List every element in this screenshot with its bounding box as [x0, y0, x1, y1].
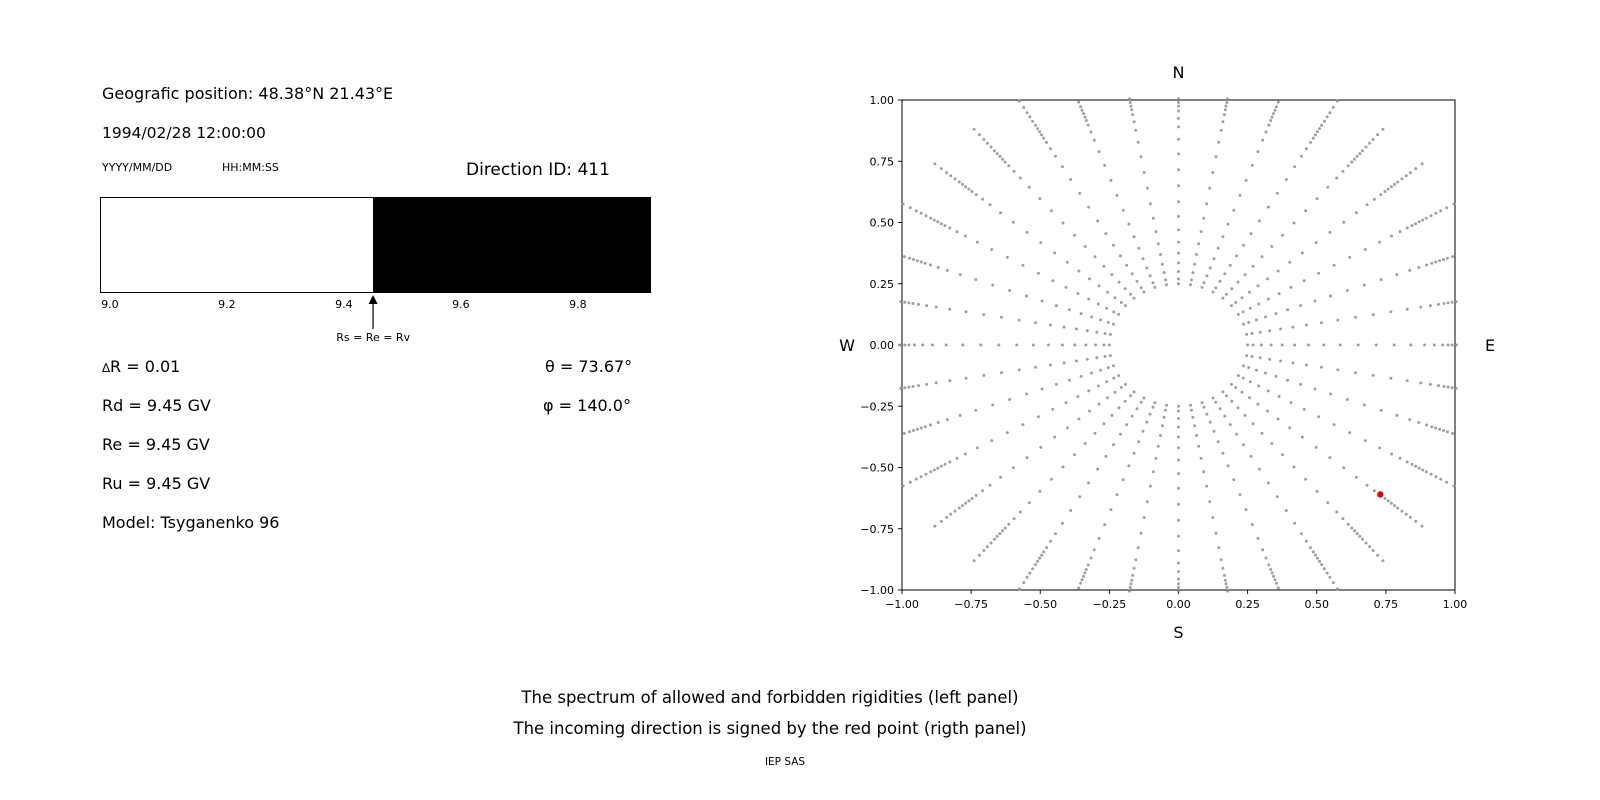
forbidden-region — [373, 197, 651, 293]
rigidity-spectrum-bar — [100, 197, 651, 293]
x-tick-label: 0.00 — [1166, 598, 1191, 611]
x-tick-label: 0.50 — [1305, 598, 1330, 611]
x-axis-ticks: −1.00 −0.75 −0.50 −0.25 0.00 0.25 0.50 0.75 1.00 — [885, 590, 1467, 611]
caption-line-2: The incoming direction is signed by the … — [513, 719, 1027, 738]
geographic-position-label: Geografic position: 48.38°N 21.43°E — [102, 84, 394, 103]
spectrum-tick-label: 9.0 — [101, 298, 119, 311]
param-ru: Ru = 9.45 GV — [102, 474, 211, 493]
compass-n-label: N — [1173, 63, 1185, 82]
x-tick-label: −0.25 — [1093, 598, 1127, 611]
compass-s-label: S — [1173, 623, 1183, 642]
up-arrow-icon — [368, 295, 378, 329]
compass-e-label: E — [1485, 336, 1495, 355]
time-format-label: HH:MM:SS — [222, 161, 279, 174]
credit-label: IEP SAS — [764, 756, 806, 768]
param-delta-r-text: R = 0.01 — [110, 357, 181, 376]
delta-symbol: ∆ — [102, 361, 111, 375]
x-tick-label: −1.00 — [885, 598, 919, 611]
date-format-label: YYYY/MM/DD — [102, 161, 173, 174]
datetime-label: 1994/02/28 12:00:00 — [102, 124, 266, 142]
y-tick-label: −0.25 — [860, 400, 894, 413]
caption-line-1: The spectrum of allowed and forbidden ri… — [521, 688, 1019, 707]
param-model: Model: Tsyganenko 96 — [102, 513, 280, 532]
param-re: Re = 9.45 GV — [102, 435, 210, 454]
y-tick-label: 0.50 — [870, 217, 895, 230]
y-tick-label: −0.75 — [860, 523, 894, 536]
y-tick-label: 0.25 — [870, 278, 895, 291]
plot-frame — [901, 99, 1456, 591]
direction-dots — [899, 97, 1458, 593]
spectrum-tick-label: 9.6 — [452, 298, 470, 311]
y-tick-label: −1.00 — [860, 584, 894, 597]
compass-w-label: W — [839, 336, 855, 355]
y-tick-label: 1.00 — [870, 94, 895, 107]
cutoff-arrow-label: Rs = Re = Rv — [336, 331, 411, 344]
param-rd: Rd = 9.45 GV — [102, 396, 211, 415]
cutoff-marker: Rs = Re = Rv — [336, 295, 410, 344]
param-theta: θ = 73.67° — [545, 357, 633, 376]
param-phi: φ = 140.0° — [543, 396, 631, 415]
y-tick-label: 0.75 — [870, 155, 895, 168]
y-tick-label: −0.50 — [860, 462, 894, 475]
direction-id-label: Direction ID: 411 — [466, 160, 610, 180]
x-tick-label: −0.50 — [1023, 598, 1057, 611]
x-tick-label: −0.75 — [954, 598, 988, 611]
spectrum-tick-label: 9.8 — [569, 298, 587, 311]
red-incoming-direction-point — [1377, 491, 1384, 498]
x-tick-label: 0.25 — [1235, 598, 1260, 611]
x-tick-label: 1.00 — [1443, 598, 1468, 611]
direction-plot: −1.00 −0.75 −0.50 −0.25 0.00 0.25 0.50 0.75 1.00… — [839, 63, 1495, 642]
y-axis-ticks: −1.00 −0.75 −0.50 −0.25 0.00 0.25 0.50 0.75 1.00 — [860, 94, 902, 597]
spectrum-x-axis: 9.0 9.2 9.4 9.6 9.8 — [100, 298, 651, 312]
spectrum-tick-label: 9.2 — [218, 298, 236, 311]
y-tick-label: 0.00 — [870, 339, 895, 352]
param-delta-r: ∆R = 0.01 — [102, 357, 180, 376]
x-tick-label: 0.75 — [1374, 598, 1399, 611]
spectrum-tick-label: 9.4 — [335, 298, 353, 311]
